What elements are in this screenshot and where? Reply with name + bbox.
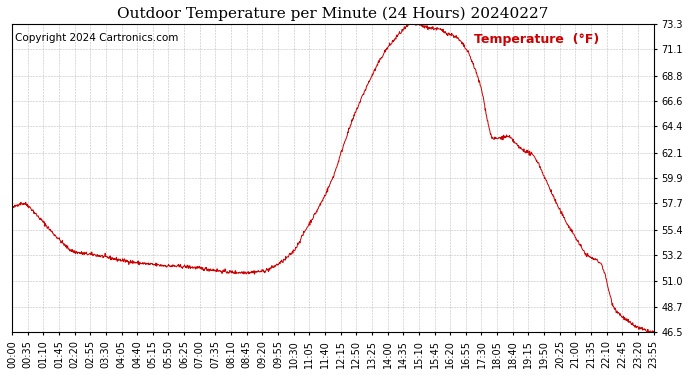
Text: Temperature  (°F): Temperature (°F) <box>474 33 599 46</box>
Text: Copyright 2024 Cartronics.com: Copyright 2024 Cartronics.com <box>15 33 179 43</box>
Title: Outdoor Temperature per Minute (24 Hours) 20240227: Outdoor Temperature per Minute (24 Hours… <box>117 7 549 21</box>
